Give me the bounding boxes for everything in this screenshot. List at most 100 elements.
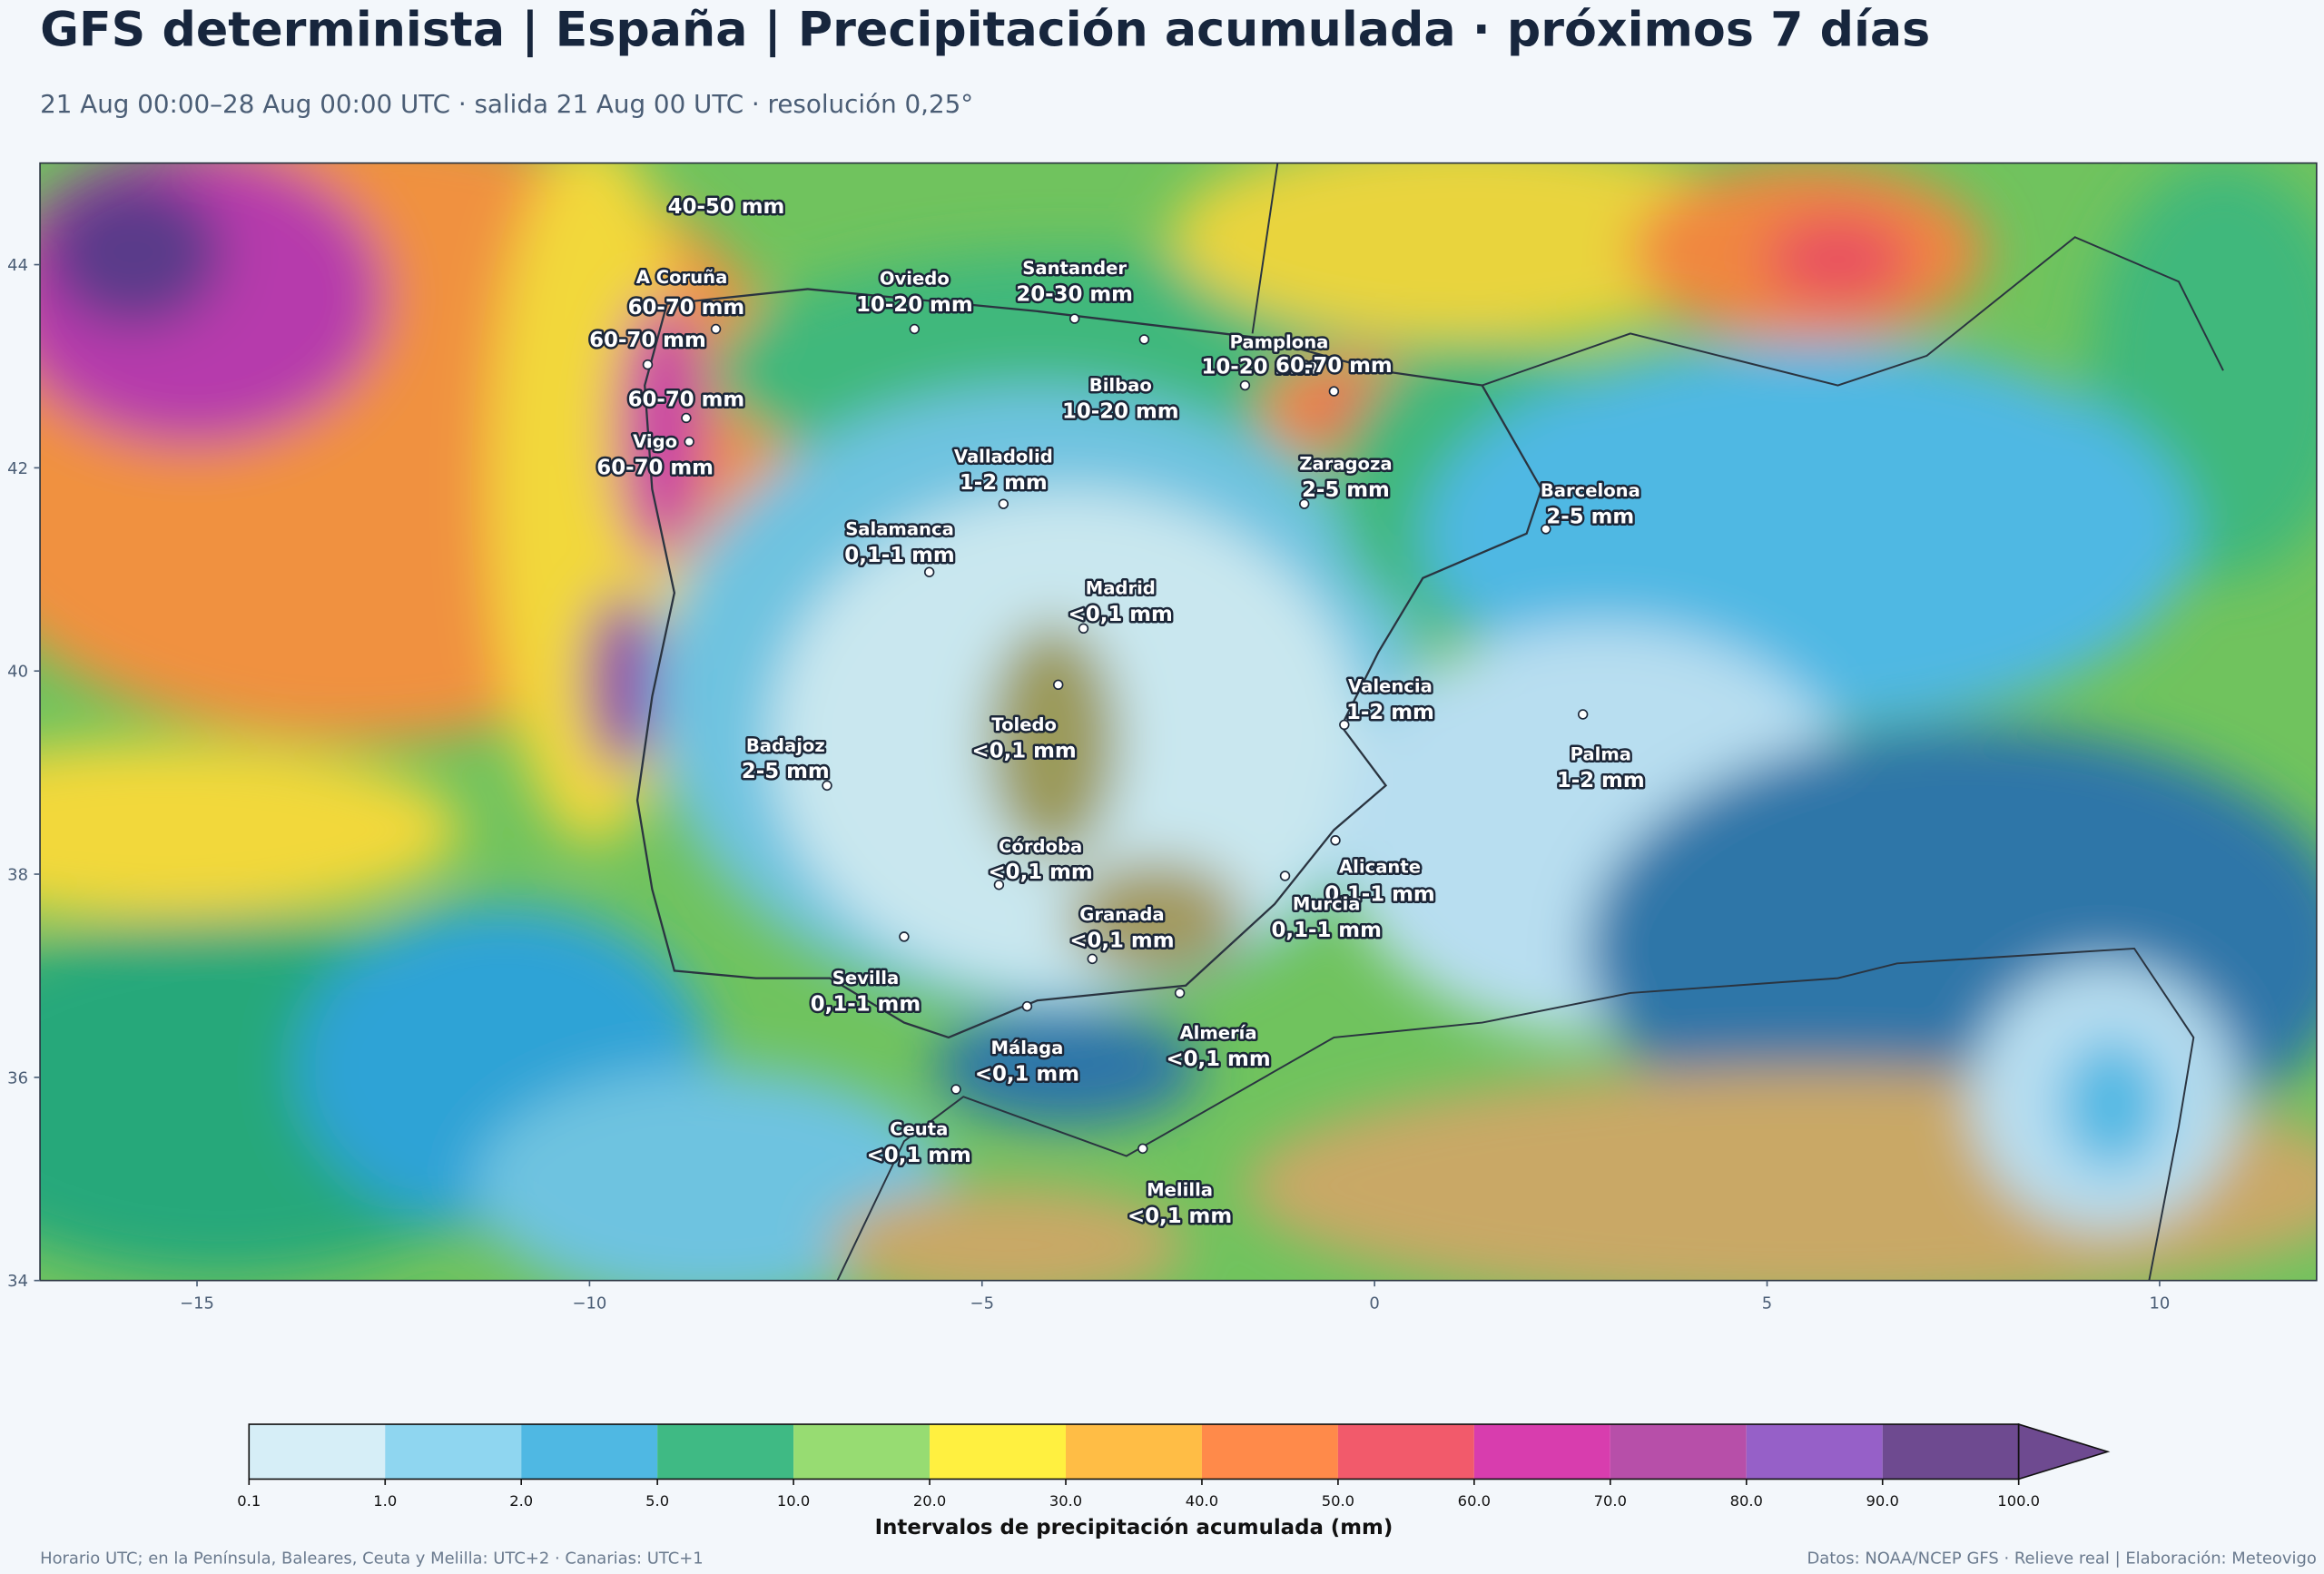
colorbar-box xyxy=(1882,1424,2019,1480)
city-name: Almería xyxy=(1179,1023,1256,1044)
city-value: 60-70 mm xyxy=(628,388,745,411)
city-value: <0,1 mm xyxy=(972,739,1077,762)
city-dot xyxy=(1053,679,1064,691)
colorbar-box xyxy=(249,1424,386,1480)
city-dot xyxy=(899,931,910,942)
x-tick-label: −10 xyxy=(572,1294,606,1313)
colorbar-tick-label: 60.0 xyxy=(1458,1492,1491,1510)
colorbar-box xyxy=(930,1424,1067,1480)
colorbar-box xyxy=(1473,1424,1610,1480)
city-dot xyxy=(1078,623,1089,635)
city-value: <0,1 mm xyxy=(1069,929,1174,952)
city-name: Granada xyxy=(1079,904,1164,925)
x-tick-label: −15 xyxy=(180,1294,214,1313)
city-value: 2-5 mm xyxy=(1302,478,1390,502)
colorbar-tick-label: 20.0 xyxy=(913,1492,946,1510)
city-name: Palma xyxy=(1571,744,1631,765)
city-value: 1-2 mm xyxy=(960,471,1048,495)
city-value: 10-20 mm xyxy=(1201,355,1318,379)
city-dot xyxy=(681,412,692,424)
city-name: Pamplona xyxy=(1230,332,1329,353)
colorbar-box xyxy=(793,1424,931,1480)
city-name: Bilbao xyxy=(1089,375,1152,396)
city-dot xyxy=(1577,709,1589,720)
city-dot xyxy=(822,780,832,792)
city-value: 0,1-1 mm xyxy=(1272,919,1382,942)
y-tick-label: 38 xyxy=(7,866,28,885)
city-value: <0,1 mm xyxy=(1128,1205,1232,1228)
city-value: <0,1 mm xyxy=(989,861,1093,884)
city-value: 2-5 mm xyxy=(1546,505,1634,528)
city-dot xyxy=(1021,1000,1033,1012)
x-tick-label: −5 xyxy=(970,1294,994,1313)
city-name: Toledo xyxy=(991,714,1057,735)
city-dot xyxy=(1279,871,1291,881)
x-tick-label: 10 xyxy=(2149,1294,2170,1313)
map-field xyxy=(40,162,2317,1281)
city-value: 60-70 mm xyxy=(628,296,745,320)
city-dot xyxy=(1239,379,1251,391)
colorbar-extend xyxy=(2017,1422,2111,1481)
city-dot xyxy=(1339,719,1350,731)
city-labels: 40-50 mm A Coruña 60-70 mm 60-70 mm 60-70 mm… xyxy=(587,193,1647,1231)
colorbar-label: Intervalos de precipitación acumulada (m… xyxy=(875,1516,1393,1540)
city-value: 40-50 mm xyxy=(668,195,785,219)
city-dot xyxy=(710,323,722,335)
city-name: Sevilla xyxy=(832,968,900,989)
city-name: Málaga xyxy=(991,1038,1064,1058)
city-dot xyxy=(684,436,694,448)
city-name: Alicante xyxy=(1339,857,1421,878)
city-value: 1-2 mm xyxy=(1346,701,1434,724)
y-tick-label: 36 xyxy=(7,1068,28,1087)
city-name: Oviedo xyxy=(880,269,950,290)
city-dot xyxy=(923,566,935,577)
footer-right: Datos: NOAA/NCEP GFS · Relieve real | El… xyxy=(1807,1549,2316,1569)
city-dot xyxy=(1137,1143,1148,1155)
city-name: Melilla xyxy=(1147,1180,1213,1201)
city-name: Salamanca xyxy=(845,518,954,539)
city-dot xyxy=(1087,953,1098,965)
map-frame xyxy=(39,162,2318,1282)
city-value: <0,1 mm xyxy=(1068,603,1173,626)
colorbar-box xyxy=(1610,1424,1747,1480)
city-dot xyxy=(1138,334,1150,345)
city-value: 60-70 mm xyxy=(596,457,714,480)
city-name: Murcia xyxy=(1293,894,1361,915)
colorbar-box xyxy=(1066,1424,1202,1480)
city-value: 60-70 mm xyxy=(589,329,706,352)
city-dot xyxy=(1068,313,1080,324)
title: GFS determinista | España | Precipitació… xyxy=(40,4,1930,58)
city-value: 0,1-1 mm xyxy=(1324,883,1434,907)
colorbar-tick-label: 40.0 xyxy=(1186,1492,1218,1510)
city-name: Córdoba xyxy=(999,836,1082,857)
city-name: Zaragoza xyxy=(1299,454,1392,475)
city-name: Badajoz xyxy=(746,735,825,756)
colorbar-frame xyxy=(248,1423,2020,1481)
city-value: 10-20 mm xyxy=(1062,399,1179,423)
city-name: Barcelona xyxy=(1541,480,1640,501)
colorbar-tick-label: 2.0 xyxy=(509,1492,533,1510)
city-dot xyxy=(642,359,654,370)
city-value: 0,1-1 mm xyxy=(811,993,921,1017)
city-name: Valencia xyxy=(1348,676,1433,697)
x-tick-label: 5 xyxy=(1762,1294,1772,1313)
city-name: Santander xyxy=(1022,258,1127,279)
colorbar-tick-label: 70.0 xyxy=(1594,1492,1627,1510)
y-tick-label: 40 xyxy=(7,663,28,682)
colorbar-box xyxy=(1337,1424,1474,1480)
city-dot xyxy=(909,323,921,335)
y-tick-label: 44 xyxy=(7,256,28,275)
colorbar-box xyxy=(385,1424,522,1480)
colorbar-tick-label: 80.0 xyxy=(1730,1492,1763,1510)
colorbar-tick-label: 5.0 xyxy=(645,1492,669,1510)
city-value: 1-2 mm xyxy=(1557,769,1645,792)
colorbar-tick-label: 10.0 xyxy=(777,1492,810,1510)
colorbar-tick-label: 100.0 xyxy=(1997,1492,2040,1510)
city-name: Ceuta xyxy=(890,1119,948,1140)
city-dot xyxy=(950,1084,961,1095)
colorbar-box xyxy=(521,1424,658,1480)
footer-left: Horario UTC; en la Península, Baleares, … xyxy=(40,1549,704,1569)
city-value: 20-30 mm xyxy=(1016,282,1133,306)
city-value: <0,1 mm xyxy=(867,1144,971,1167)
